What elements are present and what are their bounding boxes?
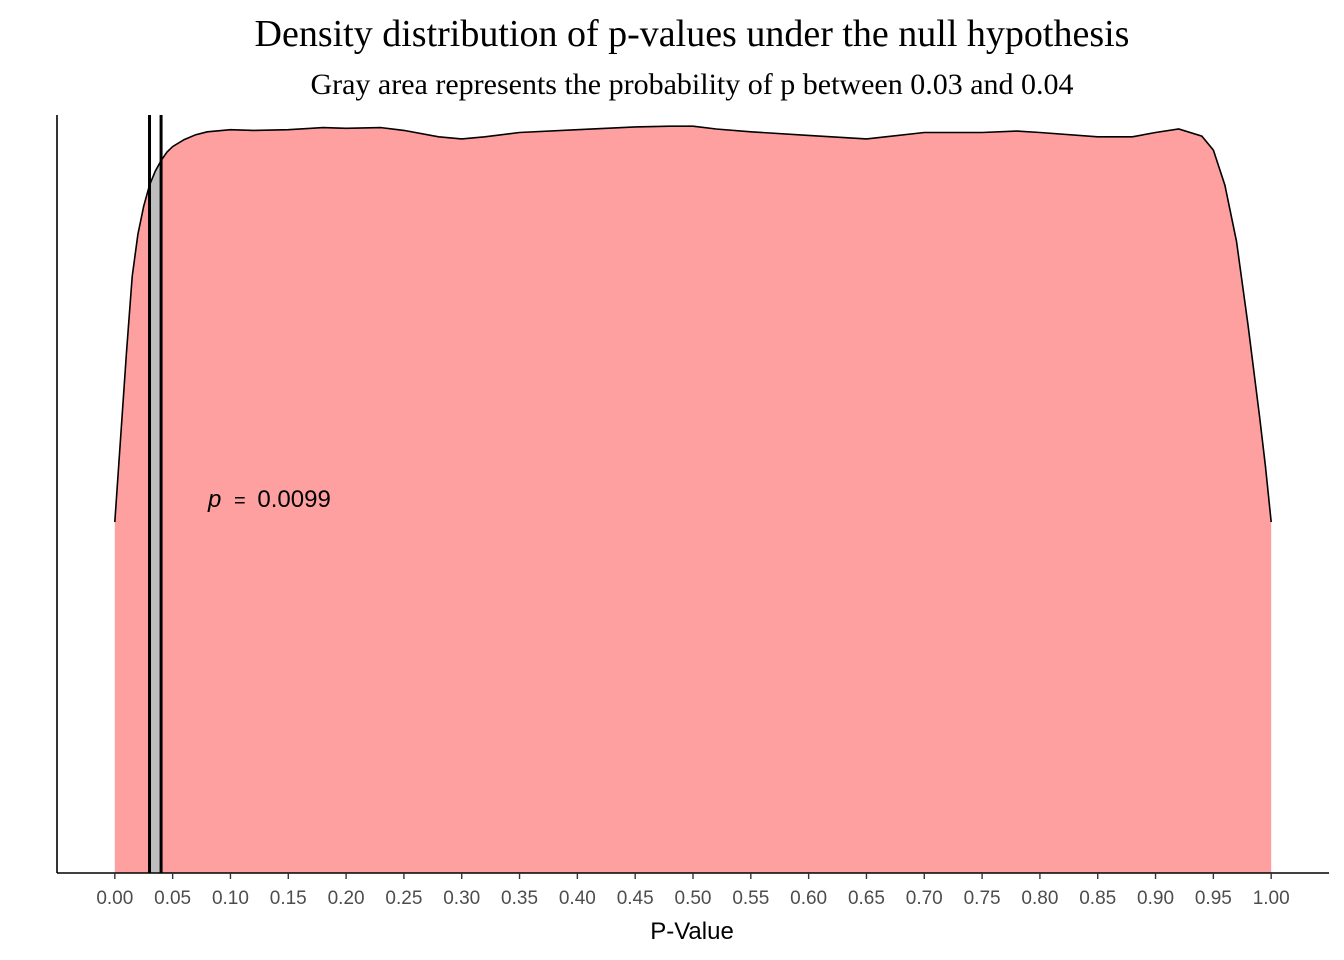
plot-area: 0.00 0.05 0.10 0.15 0.20 0.25 0.30 0.35 0.40 0.45… bbox=[56, 115, 1329, 909]
equals-sign: = bbox=[234, 490, 246, 512]
chart-title: Density distribution of p-values under t… bbox=[255, 13, 1130, 55]
x-tick-label-15: 0.75 bbox=[964, 888, 1001, 909]
x-axis-title: P-Value bbox=[650, 918, 734, 945]
x-tick-label-3: 0.15 bbox=[270, 888, 307, 909]
x-tick-label-13: 0.65 bbox=[848, 888, 885, 909]
p-symbol: p bbox=[207, 486, 221, 513]
x-tick-label-6: 0.30 bbox=[443, 888, 480, 909]
x-tick-label-2: 0.10 bbox=[212, 888, 249, 909]
x-tick-label-11: 0.55 bbox=[732, 888, 769, 909]
x-tick-label-8: 0.40 bbox=[559, 888, 596, 909]
x-tick-label-18: 0.90 bbox=[1137, 888, 1174, 909]
p-value-annotation: p = 0.0099 bbox=[207, 486, 331, 513]
shaded-interval bbox=[149, 160, 162, 874]
x-tick-label-0: 0.00 bbox=[96, 888, 133, 909]
x-tick-label-17: 0.85 bbox=[1079, 888, 1116, 909]
chart-subtitle: Gray area represents the probability of … bbox=[310, 68, 1073, 101]
x-tick-label-16: 0.80 bbox=[1021, 888, 1058, 909]
p-value-number: 0.0099 bbox=[257, 486, 330, 513]
x-tick-label-4: 0.20 bbox=[328, 888, 365, 909]
density-area bbox=[114, 126, 1272, 873]
x-tick-label-9: 0.45 bbox=[617, 888, 654, 909]
x-tick-label-14: 0.70 bbox=[906, 888, 943, 909]
x-tick-label-5: 0.25 bbox=[385, 888, 422, 909]
x-tick-label-12: 0.60 bbox=[790, 888, 827, 909]
x-tick-label-19: 0.95 bbox=[1195, 888, 1232, 909]
x-tick-label-10: 0.50 bbox=[675, 888, 712, 909]
x-tick-label-1: 0.05 bbox=[154, 888, 191, 909]
x-tick-label-7: 0.35 bbox=[501, 888, 538, 909]
x-tick-label-20: 1.00 bbox=[1253, 888, 1290, 909]
